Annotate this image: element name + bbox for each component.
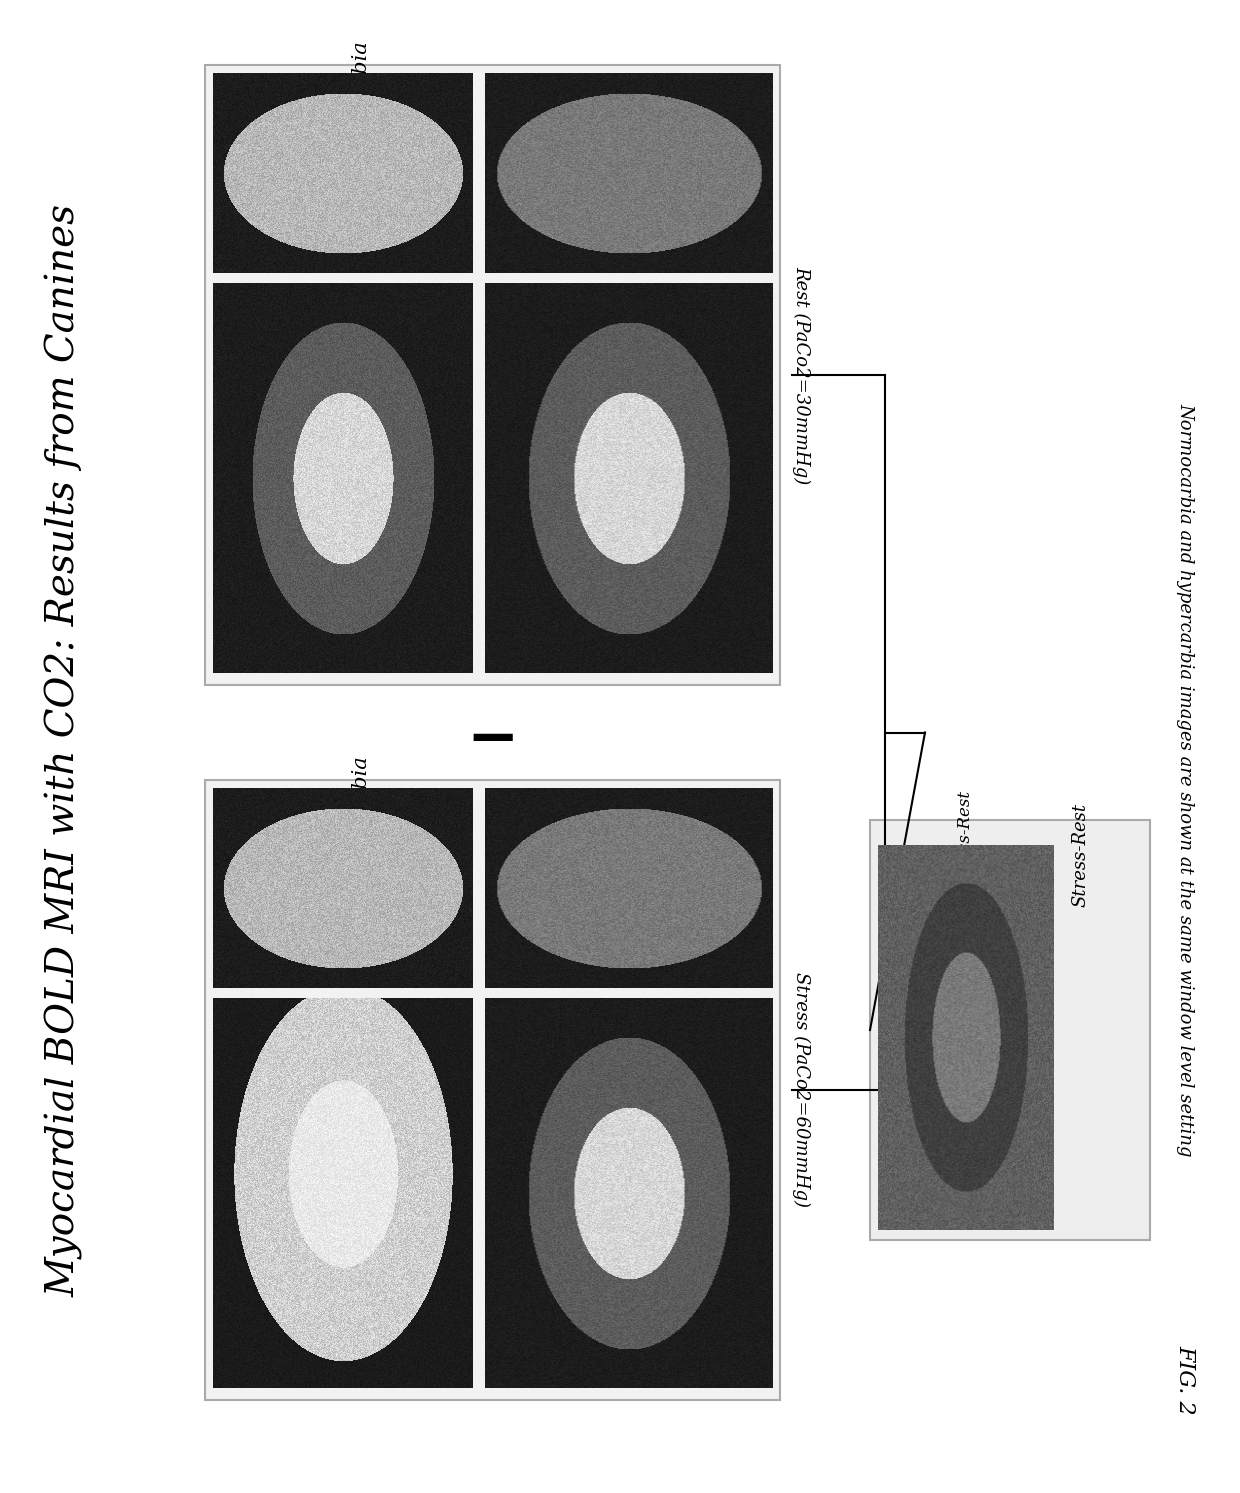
Text: Stress-Rest: Stress-Rest	[956, 790, 973, 885]
FancyBboxPatch shape	[205, 779, 780, 1400]
Text: Rest (PaCo2=30mmHg): Rest (PaCo2=30mmHg)	[792, 266, 810, 484]
Text: Myocardial BOLD MRI with CO2: Results from Canines: Myocardial BOLD MRI with CO2: Results fr…	[46, 203, 84, 1296]
FancyBboxPatch shape	[870, 820, 1149, 1241]
Text: −: −	[466, 711, 518, 770]
Text: FIG. 2: FIG. 2	[1174, 1345, 1197, 1415]
Text: Stress-Rest: Stress-Rest	[1071, 803, 1089, 908]
FancyBboxPatch shape	[205, 66, 780, 685]
Text: hypercarbia: hypercarbia	[351, 39, 370, 167]
Text: hypercarbia: hypercarbia	[351, 754, 370, 882]
Text: Stress (PaCo2=60mmHg): Stress (PaCo2=60mmHg)	[792, 972, 810, 1208]
Text: Normocarbia and hypercarbia images are shown at the same window level setting: Normocarbia and hypercarbia images are s…	[1176, 403, 1194, 1157]
